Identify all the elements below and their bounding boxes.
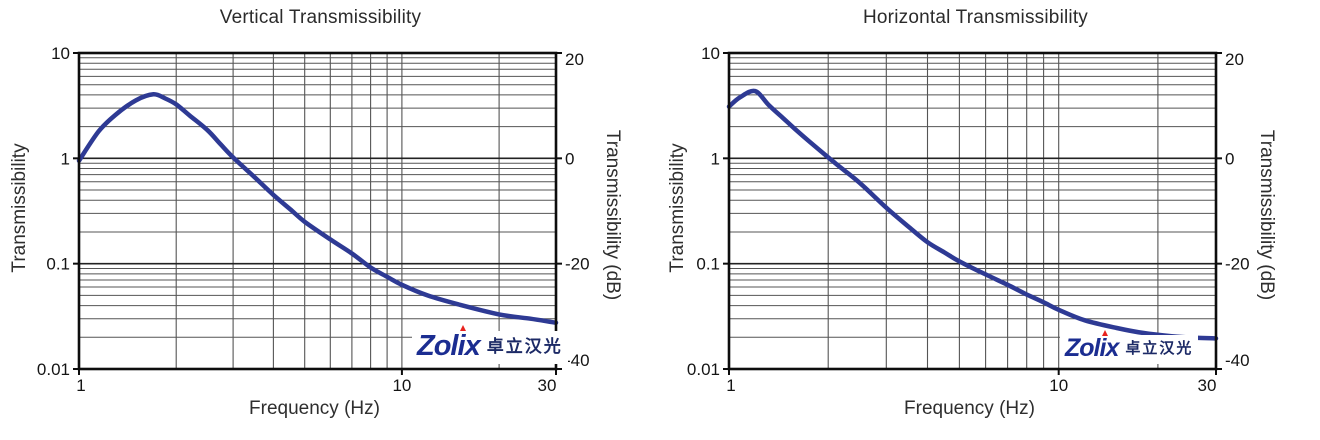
- chart-vertical-transmissibility: Vertical Transmissibility Transmissibili…: [0, 0, 660, 440]
- x-tick-label: 30: [538, 376, 557, 395]
- zolix-wordmark: Zolix: [417, 330, 481, 362]
- y-tick-label-right: -20: [565, 255, 590, 274]
- axes-frame: [727, 51, 1218, 371]
- y-tick-label-left: 10: [701, 44, 720, 63]
- y-tick-label-left: 0.1: [46, 255, 70, 274]
- x-tick-label: 1: [76, 376, 85, 395]
- y-tick-label-left: 1: [711, 149, 720, 168]
- y-tick-label-right: 20: [1225, 50, 1244, 69]
- zolix-wordmark: Zolix: [1065, 334, 1119, 362]
- zolix-logo: Zolix 卓立汉光: [412, 331, 568, 364]
- axes-frame: [77, 51, 558, 371]
- y-tick-label-right: -20: [1225, 255, 1250, 274]
- y-tick-label-right: 20: [565, 50, 584, 69]
- y-tick-label-left: 0.01: [687, 360, 720, 379]
- y-tick-label-right: 0: [1225, 149, 1234, 168]
- horizontal-transmissibility-curve: [726, 88, 1219, 341]
- chart-horizontal-transmissibility: Horizontal Transmissibility Transmissibi…: [660, 0, 1320, 440]
- chart-title: Horizontal Transmissibility: [862, 7, 1089, 28]
- tick-labels: 1 10 30 10 1 0.1 0.01 20 0 -20 -40: [37, 44, 590, 395]
- y-tick-label-left: 0.01: [37, 360, 70, 379]
- grid: [79, 53, 556, 369]
- y-tick-label-left: 10: [51, 44, 70, 63]
- grid: [729, 53, 1216, 369]
- plot-area: 1 10 30 10 1 0.1 0.01 20 0 -20 -40: [687, 44, 1250, 395]
- x-tick-label: 30: [1198, 376, 1217, 395]
- vertical-transmissibility-curve: [76, 92, 559, 325]
- plot-area: 1 10 30 10 1 0.1 0.01 20 0 -20 -40: [37, 44, 590, 395]
- y-tick-label-left: 1: [61, 149, 70, 168]
- zolix-cjk-text: 卓立汉光: [486, 337, 563, 356]
- y-tick-label-right: -40: [1225, 351, 1250, 370]
- zolix-logo: Zolix 卓立汉光: [1060, 334, 1199, 364]
- y-tick-label-right: -40: [565, 351, 590, 370]
- y-tick-label-left: 0.1: [696, 255, 720, 274]
- x-tick-label: 10: [392, 376, 411, 395]
- x-tick-label: 10: [1049, 376, 1068, 395]
- x-tick-label: 1: [726, 376, 735, 395]
- zolix-cjk-text: 卓立汉光: [1125, 340, 1194, 357]
- x-axis-label: Frequency (Hz): [904, 398, 1035, 419]
- chart-title: Vertical Transmissibility: [219, 7, 422, 28]
- x-axis-label: Frequency (Hz): [249, 398, 380, 419]
- tick-labels: 1 10 30 10 1 0.1 0.01 20 0 -20 -40: [687, 44, 1250, 395]
- y-tick-label-right: 0: [565, 149, 574, 168]
